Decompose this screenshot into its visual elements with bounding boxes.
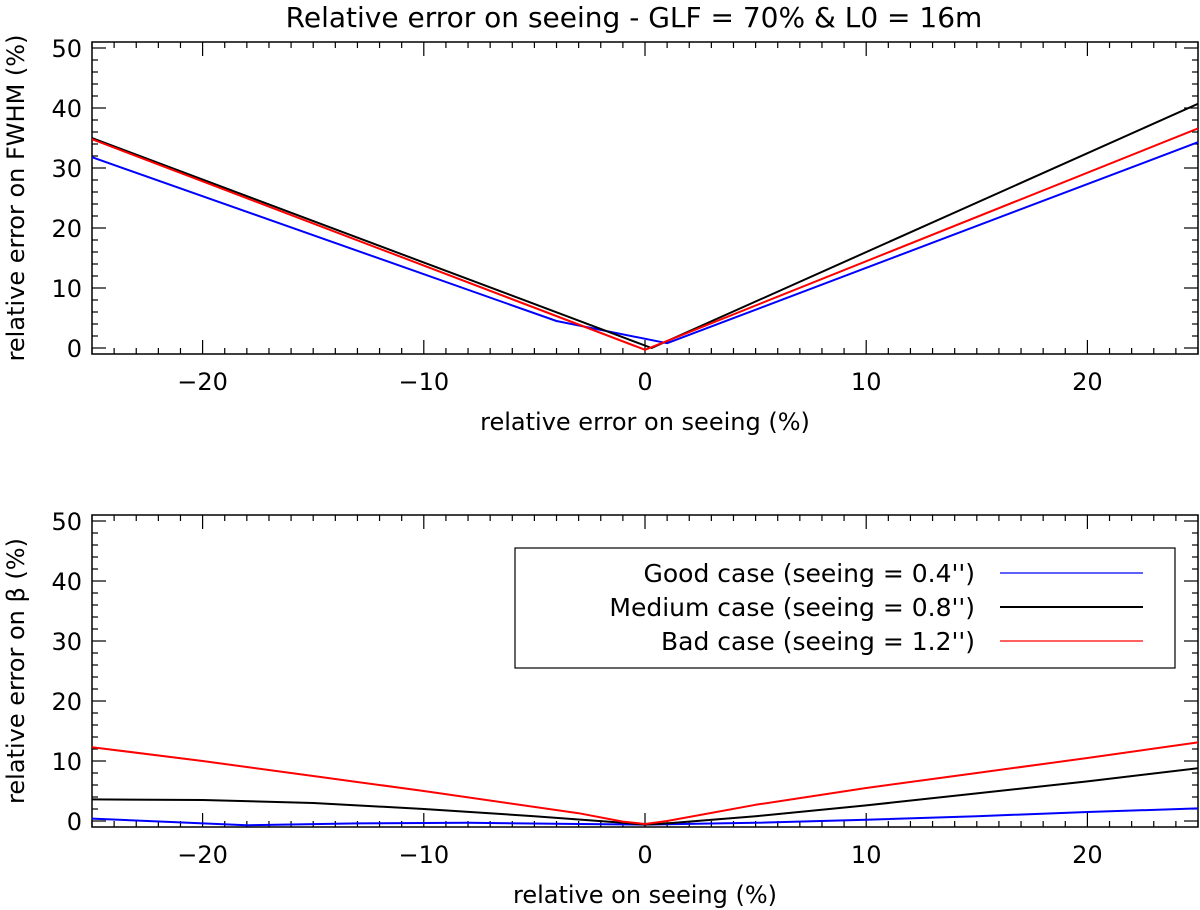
fwhm-plot-frame [91,41,1199,355]
fwhm-panel: −20 −10 0 10 20 0 10 20 30 40 50 relative error on … [2,35,1199,436]
fwhm-x-tick-label: −10 [398,368,449,396]
fwhm-series-medium [92,102,1198,349]
fwhm-y-tick-label: 20 [51,215,82,243]
fwhm-series-good [92,141,1198,345]
figure-title: Relative error on seeing - GLF = 70% & L… [286,1,983,34]
legend-label-good: Good case (seeing = 0.4'') [644,559,976,588]
beta-series-group [92,741,1198,827]
fwhm-series-bad [92,127,1198,351]
beta-x-tick-label: 20 [1072,841,1103,869]
beta-panel: −20 −10 0 10 20 0 10 20 30 40 50 relative on seeing… [2,508,1199,909]
legend-label-bad: Bad case (seeing = 1.2'') [661,627,975,656]
beta-x-tick-label: 0 [637,841,652,869]
fwhm-y-tick-label: 40 [51,95,82,123]
beta-y-tick-label: 40 [51,568,82,596]
beta-series-bad [92,741,1198,825]
beta-x-tick-label: −20 [177,841,228,869]
fwhm-y-axis-label: relative error on FWHM (%) [2,35,30,362]
beta-x-tick-label: −10 [398,841,449,869]
beta-y-tick-label: 0 [67,808,82,836]
fwhm-x-tick-label: 20 [1072,368,1103,396]
fwhm-y-tick-label: 10 [51,275,82,303]
legend: Good case (seeing = 0.4'') Medium case (s… [514,547,1176,669]
beta-y-tick-label: 10 [51,748,82,776]
beta-x-tick-label: 10 [851,841,882,869]
legend-label-medium: Medium case (seeing = 0.8'') [609,593,975,622]
beta-y-axis-label: relative error on β (%) [2,538,30,804]
fwhm-y-tick-label: 50 [51,35,82,63]
beta-y-tick-label: 50 [51,508,82,536]
fwhm-y-tick-label: 0 [67,335,82,363]
beta-y-tick-label: 30 [51,628,82,656]
beta-x-axis-label: relative on seeing (%) [513,881,777,909]
fwhm-x-tick-label: 0 [637,368,652,396]
fwhm-x-axis-label: relative error on seeing (%) [480,408,810,436]
fwhm-x-tick-label: −20 [177,368,228,396]
fwhm-x-tick-label: 10 [851,368,882,396]
beta-y-tick-label: 20 [51,688,82,716]
fwhm-y-tick-label: 30 [51,155,82,183]
fwhm-series-group [92,102,1198,351]
